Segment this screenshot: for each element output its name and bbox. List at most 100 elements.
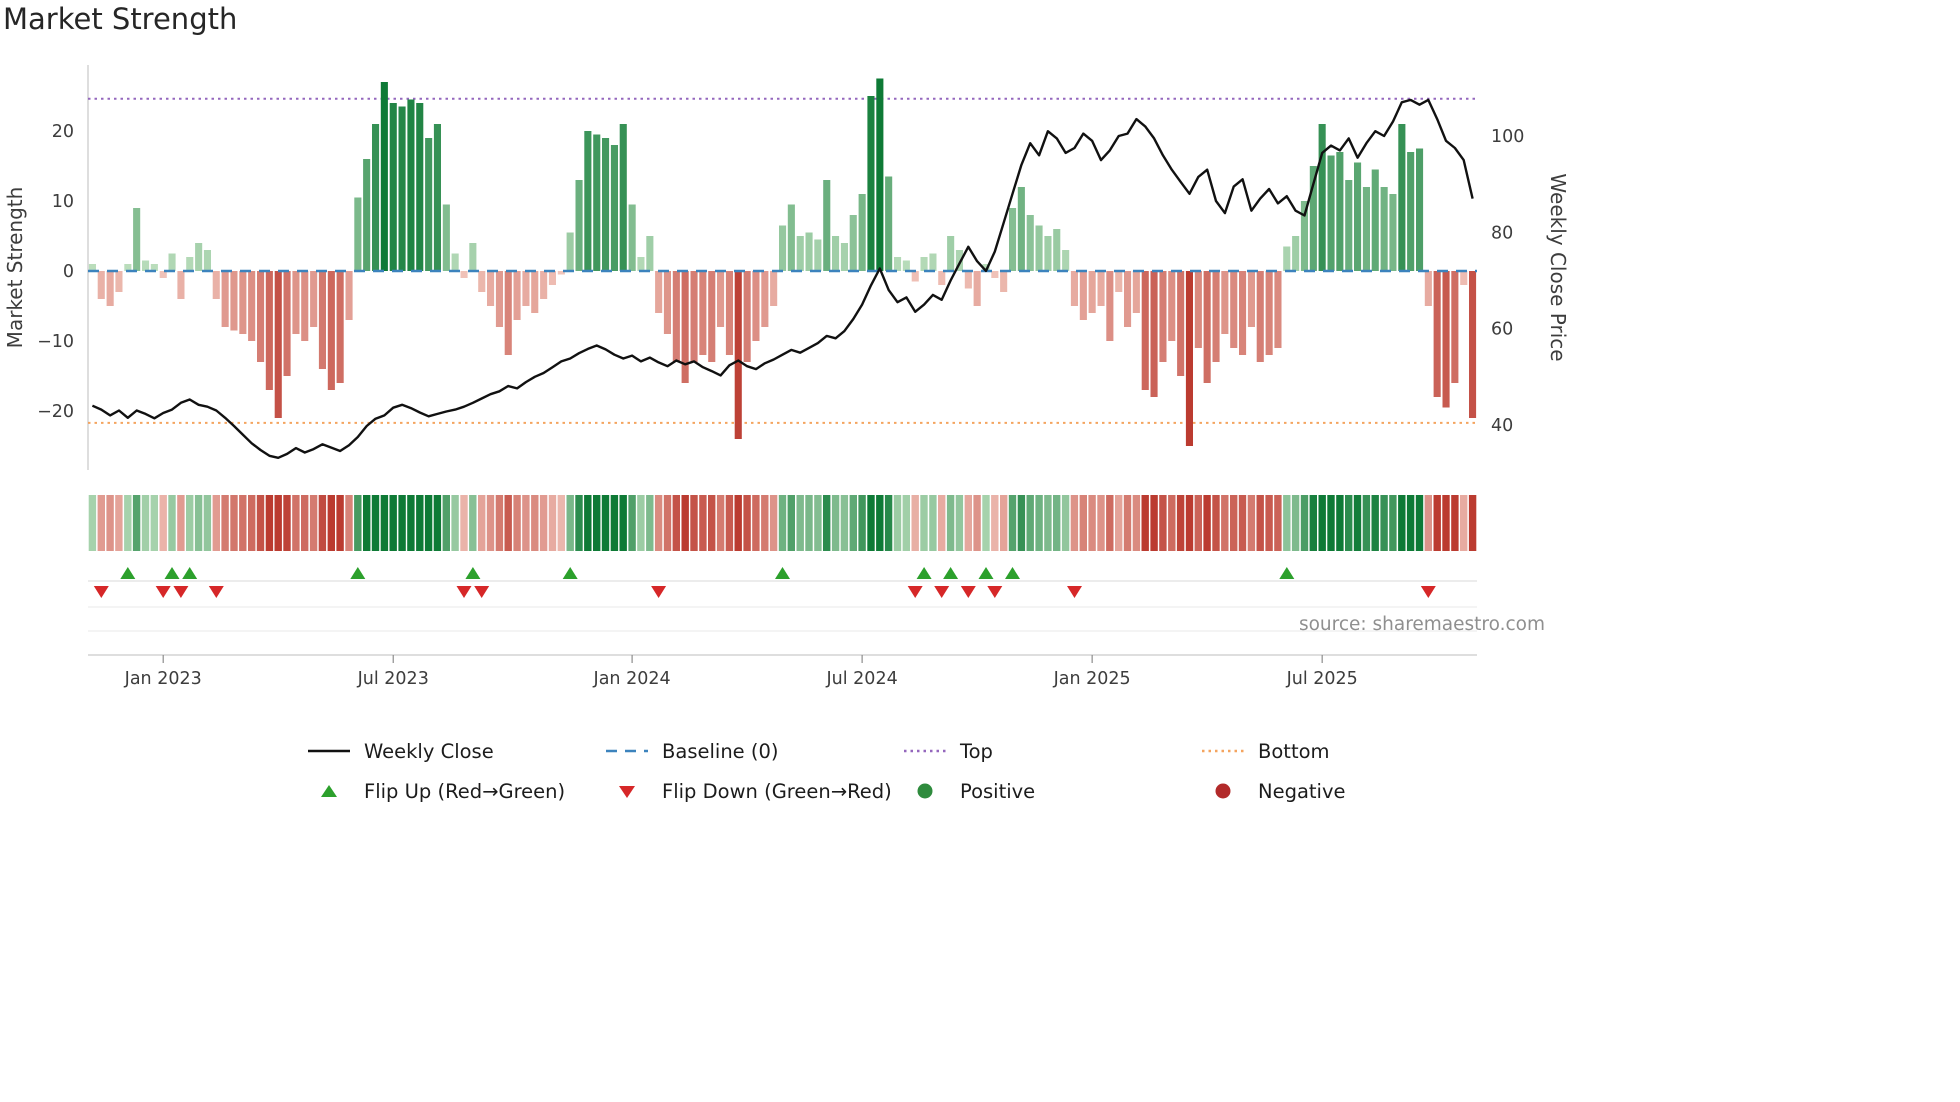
x-tick-label: Jul 2024 xyxy=(826,669,898,689)
strength-bar xyxy=(1407,152,1415,271)
heatmap-cell xyxy=(778,495,787,551)
flip-up-marker xyxy=(182,567,198,579)
left-tick-label: −20 xyxy=(37,402,74,422)
heatmap-cell xyxy=(699,495,707,551)
strength-bar xyxy=(708,271,716,362)
heatmap-cell xyxy=(973,495,981,551)
heatmap-cell xyxy=(469,495,477,551)
strength-bar xyxy=(380,82,388,271)
heatmap-cell xyxy=(1115,495,1123,551)
strength-bar xyxy=(487,271,495,306)
heatmap-cell xyxy=(141,495,150,551)
heatmap-cell xyxy=(743,495,751,551)
heatmap-cell xyxy=(1345,495,1353,551)
strength-bar xyxy=(1026,215,1034,271)
heatmap-cell xyxy=(115,495,123,551)
legend-label: Negative xyxy=(1258,779,1346,803)
baseline-dashed-line-icon xyxy=(604,742,650,760)
strength-bar xyxy=(867,96,875,271)
flip-down-marker xyxy=(960,586,976,598)
heatmap-cell xyxy=(938,495,946,551)
strength-bar xyxy=(1221,271,1229,334)
strength-bar xyxy=(540,271,548,299)
flip-down-marker xyxy=(934,586,950,598)
heatmap-cell xyxy=(203,495,212,551)
strength-bar xyxy=(725,271,733,355)
strength-bar xyxy=(1380,187,1388,271)
heatmap-cell xyxy=(345,495,353,551)
flip-up-triangle-icon xyxy=(306,782,352,800)
heatmap-cell xyxy=(593,495,601,551)
strength-bar xyxy=(531,271,539,313)
heatmap-cell xyxy=(752,495,760,551)
heatmap-cell xyxy=(796,495,804,551)
strength-bars xyxy=(88,78,1477,446)
heatmap-cell xyxy=(416,495,424,551)
strength-bar xyxy=(1185,271,1193,446)
strength-bar xyxy=(717,271,725,327)
strength-bar xyxy=(1212,271,1220,362)
heatmap-cell xyxy=(761,495,769,551)
strength-bar xyxy=(1017,187,1025,271)
left-tick-label: 20 xyxy=(52,122,74,142)
heatmap-cell xyxy=(920,495,928,551)
strength-bar xyxy=(1398,124,1406,271)
flip-down-marker xyxy=(907,586,923,598)
strength-bar xyxy=(1451,271,1459,383)
heatmap-cell xyxy=(1362,495,1371,551)
legend-item-negative: Negative xyxy=(1200,776,1498,806)
heatmap-cell xyxy=(893,495,902,551)
left-tick-label: −10 xyxy=(37,332,74,352)
heatmap-cell xyxy=(1283,495,1291,551)
strength-bar xyxy=(734,271,742,439)
strength-bar xyxy=(1203,271,1211,383)
heatmap-cell xyxy=(1017,495,1026,551)
strength-bar xyxy=(911,271,919,282)
heatmap-cell xyxy=(1097,495,1105,551)
strength-bar xyxy=(1345,180,1353,271)
strength-bar xyxy=(991,271,999,278)
x-axis: Jan 2023 Jul 2023 Jan 2024 Jul 2024 Jan 2025… xyxy=(124,655,1358,689)
strength-bar xyxy=(504,271,512,355)
strength-bar xyxy=(212,271,220,299)
strength-bar xyxy=(1336,152,1344,271)
heatmap-cell xyxy=(1150,495,1158,551)
heatmap-cell xyxy=(292,495,300,551)
legend-item-bottom: Bottom xyxy=(1200,736,1498,766)
right-axis: 100 80 60 40 Weekly Close Price xyxy=(1491,127,1570,436)
strength-bar xyxy=(1035,225,1043,271)
strength-bar xyxy=(283,271,291,376)
strength-bar xyxy=(840,243,848,271)
heatmap-cell xyxy=(1336,495,1344,551)
strength-bar xyxy=(336,271,344,383)
heatmap-cell xyxy=(1468,495,1477,551)
strength-bar xyxy=(938,271,946,285)
legend-item-positive: Positive xyxy=(902,776,1200,806)
strength-bar xyxy=(159,271,167,278)
strength-bar xyxy=(354,197,362,271)
strength-bar xyxy=(982,264,990,271)
heatmap-cell xyxy=(575,495,583,551)
heatmap-cell xyxy=(769,495,778,551)
strength-bar xyxy=(902,260,910,271)
strength-bar xyxy=(1256,271,1264,362)
heatmap-cell xyxy=(840,495,849,551)
strength-bar xyxy=(955,250,963,271)
heatmap-cell xyxy=(407,495,415,551)
strength-bar xyxy=(150,264,158,271)
strength-bar xyxy=(1292,236,1300,271)
heatmap-cell xyxy=(681,495,689,551)
strength-bar xyxy=(451,253,459,271)
strength-bar xyxy=(1354,162,1362,271)
heatmap-cell xyxy=(1300,495,1309,551)
heatmap-cell xyxy=(132,495,141,551)
strength-bar xyxy=(292,271,300,334)
strength-bar xyxy=(495,271,503,327)
strength-bar xyxy=(177,271,185,299)
heatmap-cell xyxy=(1265,495,1273,551)
heatmap-cell xyxy=(805,495,813,551)
strength-bar xyxy=(522,271,530,306)
strength-bar xyxy=(1469,271,1477,418)
strength-bar xyxy=(1097,271,1105,306)
strength-bar xyxy=(805,232,813,271)
